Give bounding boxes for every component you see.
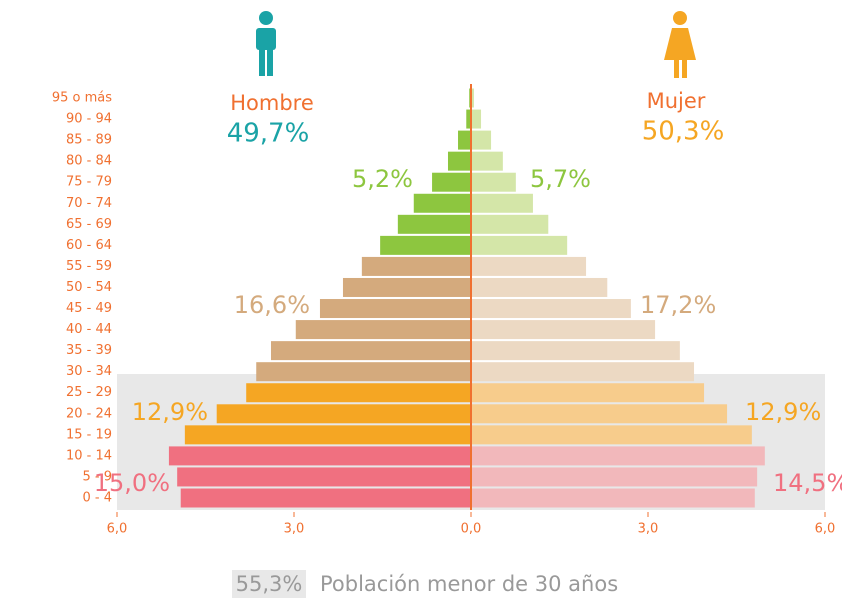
age-label: 25 - 29 xyxy=(66,385,112,400)
legend-female-total: 50,3% xyxy=(642,117,725,147)
age-label: 45 - 49 xyxy=(66,301,112,316)
male-bar xyxy=(246,383,471,403)
age-label: 95 o más xyxy=(52,91,112,106)
male-bar xyxy=(180,488,471,508)
age-label: 50 - 54 xyxy=(66,280,112,295)
male-bar xyxy=(447,151,471,171)
male-icon xyxy=(256,11,276,76)
x-tick-label: 0,0 xyxy=(461,522,482,537)
group-share: 12,9% xyxy=(132,398,208,426)
male-bar xyxy=(184,425,471,445)
female-bar xyxy=(471,214,549,234)
legend-female: Mujer xyxy=(647,89,706,113)
female-bar xyxy=(471,383,705,403)
age-label: 5 - 9 xyxy=(83,469,113,484)
legend-male-total: 49,7% xyxy=(227,119,310,149)
group-share: 5,7% xyxy=(530,165,591,193)
age-label: 80 - 84 xyxy=(66,154,112,169)
male-bar xyxy=(397,214,471,234)
female-bar xyxy=(471,299,631,319)
female-bar xyxy=(471,277,608,297)
male-bar xyxy=(458,130,471,150)
female-bar xyxy=(471,446,765,466)
age-label: 15 - 19 xyxy=(66,427,112,442)
female-bar xyxy=(471,467,758,487)
male-bar xyxy=(295,320,471,340)
female-bar xyxy=(471,341,680,361)
female-bar xyxy=(471,88,474,108)
x-tick-label: 6,0 xyxy=(107,522,128,537)
footer-box xyxy=(232,570,306,598)
male-bar xyxy=(361,256,471,276)
age-label: 30 - 34 xyxy=(66,364,112,379)
female-bar xyxy=(471,172,516,192)
footer-value: 55,3% xyxy=(236,572,303,596)
male-bar xyxy=(270,341,471,361)
female-bar xyxy=(471,320,656,340)
female-bar xyxy=(471,256,587,276)
female-bar xyxy=(471,109,482,129)
age-label: 90 - 94 xyxy=(66,112,112,127)
age-label: 40 - 44 xyxy=(66,322,112,337)
x-tick-label: 6,0 xyxy=(815,522,836,537)
male-bar xyxy=(342,277,471,297)
age-label: 55 - 59 xyxy=(66,259,112,274)
male-bar xyxy=(177,467,471,487)
male-bar xyxy=(319,299,471,319)
female-bar xyxy=(471,488,755,508)
male-bar xyxy=(216,404,471,424)
x-tick-label: 3,0 xyxy=(638,522,659,537)
female-bar xyxy=(471,404,728,424)
male-bar xyxy=(256,362,471,382)
group-share: 12,9% xyxy=(745,398,821,426)
age-label: 10 - 14 xyxy=(66,448,112,463)
x-tick-label: 3,0 xyxy=(284,522,305,537)
male-bar xyxy=(380,235,471,255)
female-bar xyxy=(471,151,503,171)
footer-text: Población menor de 30 años xyxy=(320,572,618,596)
female-bar xyxy=(471,425,752,445)
age-label: 35 - 39 xyxy=(66,343,112,358)
age-label: 70 - 74 xyxy=(66,196,112,211)
group-share: 15,0% xyxy=(94,469,170,497)
male-bar xyxy=(466,109,471,129)
group-share: 16,6% xyxy=(234,291,310,319)
age-label: 20 - 24 xyxy=(66,406,112,421)
group-share: 5,2% xyxy=(352,165,413,193)
male-bar xyxy=(168,446,472,466)
age-label: 65 - 69 xyxy=(66,217,112,232)
female-bar xyxy=(471,130,492,150)
age-label: 60 - 64 xyxy=(66,238,112,253)
age-label: 85 - 89 xyxy=(66,133,112,148)
male-bar xyxy=(413,193,471,213)
female-bar xyxy=(471,193,533,213)
female-bar xyxy=(471,362,695,382)
female-bar xyxy=(471,235,568,255)
group-share: 14,5% xyxy=(773,469,842,497)
legend-male: Hombre xyxy=(230,91,314,115)
male-bar xyxy=(432,172,471,192)
group-share: 17,2% xyxy=(640,291,716,319)
age-label: 0 - 4 xyxy=(83,491,113,506)
age-label: 75 - 79 xyxy=(66,175,112,190)
female-icon xyxy=(664,11,696,78)
